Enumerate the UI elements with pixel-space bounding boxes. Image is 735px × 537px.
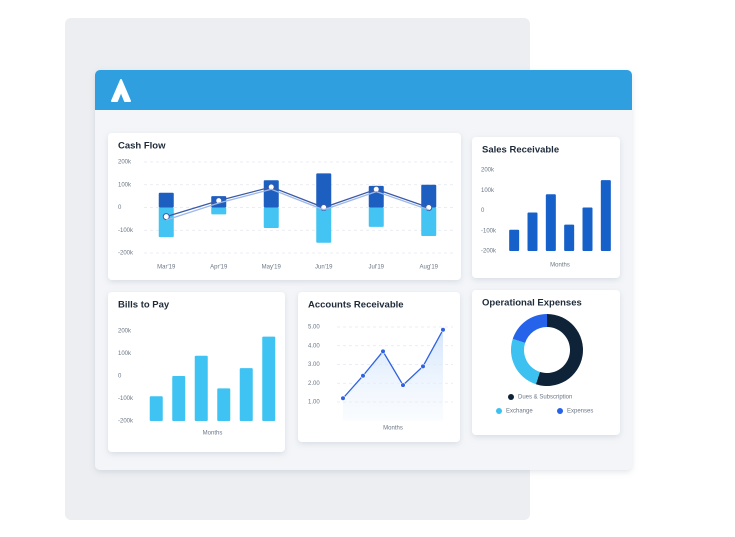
x-tick-label: May'19 <box>262 265 282 271</box>
marker <box>440 327 446 333</box>
marker <box>420 363 426 369</box>
x-tick-label: Jul'19 <box>369 265 385 271</box>
card-title: Cash Flow <box>118 141 166 152</box>
card-title: Bills to Pay <box>118 300 170 311</box>
donut-segment <box>512 314 547 343</box>
bar <box>527 212 538 251</box>
y-tick-label: -200k <box>481 249 497 255</box>
legend-dot <box>496 408 502 414</box>
bar <box>172 376 186 421</box>
y-tick-label: 100k <box>118 182 132 188</box>
line <box>342 329 444 399</box>
bar <box>421 207 437 236</box>
legend-dot <box>508 394 514 400</box>
bar <box>158 207 174 238</box>
x-tick-label: Aug'19 <box>420 265 439 271</box>
y-tick-label: 2.00 <box>308 381 320 387</box>
y-tick-label: 3.00 <box>308 362 320 368</box>
card-title: Accounts Receivable <box>308 300 404 311</box>
y-tick-label: -200k <box>118 251 134 257</box>
bar <box>582 207 593 251</box>
bar <box>211 207 227 215</box>
x-axis-label: Months <box>383 426 403 432</box>
bar <box>545 194 556 251</box>
bar <box>509 229 520 251</box>
y-tick-label: 200k <box>118 160 132 166</box>
marker <box>380 348 386 354</box>
y-tick-label: 200k <box>481 168 495 174</box>
y-tick-label: -200k <box>118 419 134 425</box>
bar <box>194 355 208 421</box>
legend-dot <box>557 408 563 414</box>
bar <box>263 180 279 208</box>
card: Cash Flow 200k 100k 0 -100k -200k Mar'19 Apr'19… <box>108 133 461 280</box>
y-tick-label: 5.00 <box>308 325 320 331</box>
y-tick-label: 200k <box>118 329 132 335</box>
marker <box>267 183 275 191</box>
window-header <box>95 70 632 110</box>
card-background <box>108 133 461 280</box>
marker <box>360 373 366 379</box>
logo <box>111 79 131 102</box>
cards: Cash Flow 200k 100k 0 -100k -200k Mar'19 Apr'19… <box>108 133 620 452</box>
card: Bills to Pay 200k 100k 0 -100k -200k Months <box>108 292 285 452</box>
y-tick-label: 100k <box>481 188 495 194</box>
card-title: Sales Receivable <box>482 145 559 156</box>
card: Accounts Receivable 5.00 4.00 3.00 2.00 1.00 M… <box>298 292 460 442</box>
marker <box>340 395 346 401</box>
bar <box>368 185 384 208</box>
bar <box>263 207 279 228</box>
bar <box>149 396 163 421</box>
y-tick-label: 0 <box>118 205 122 211</box>
bar <box>262 336 276 421</box>
x-axis-label: Months <box>203 431 223 437</box>
donut-segment <box>511 338 540 385</box>
donut-segment <box>535 314 583 387</box>
bar <box>316 173 332 208</box>
card: Operational Expenses Dues & Subscription E… <box>472 290 620 435</box>
bar <box>316 207 332 243</box>
y-tick-label: 100k <box>118 351 132 357</box>
y-tick-label: 1.00 <box>308 400 320 406</box>
legend-label: Expenses <box>567 409 593 415</box>
y-tick-label: -100k <box>481 228 497 234</box>
y-tick-label: 0 <box>481 208 485 214</box>
y-tick-label: 4.00 <box>308 343 320 349</box>
card: Sales Receivable 200k 100k 0 -100k -200k Month… <box>472 137 620 278</box>
y-tick-label: 0 <box>118 374 122 380</box>
area <box>343 329 443 421</box>
bar <box>600 180 611 251</box>
line <box>166 188 429 221</box>
x-tick-label: Jun'19 <box>315 265 333 271</box>
bar <box>217 388 231 421</box>
marker <box>372 185 380 193</box>
bar <box>564 224 575 251</box>
x-tick-label: Apr'19 <box>210 265 228 271</box>
bar <box>421 184 437 208</box>
line <box>166 186 429 218</box>
card-title: Operational Expenses <box>482 298 582 309</box>
marker <box>400 382 406 388</box>
legend-label: Exchange <box>506 409 533 415</box>
x-tick-label: Mar'19 <box>157 265 176 271</box>
x-axis-label: Months <box>550 263 570 269</box>
bar <box>239 368 253 421</box>
y-tick-label: -100k <box>118 396 134 402</box>
bar <box>368 207 384 227</box>
bar <box>158 192 174 208</box>
card-background <box>472 290 620 435</box>
y-tick-label: -100k <box>118 228 134 234</box>
legend-label: Dues & Subscription <box>518 395 572 401</box>
